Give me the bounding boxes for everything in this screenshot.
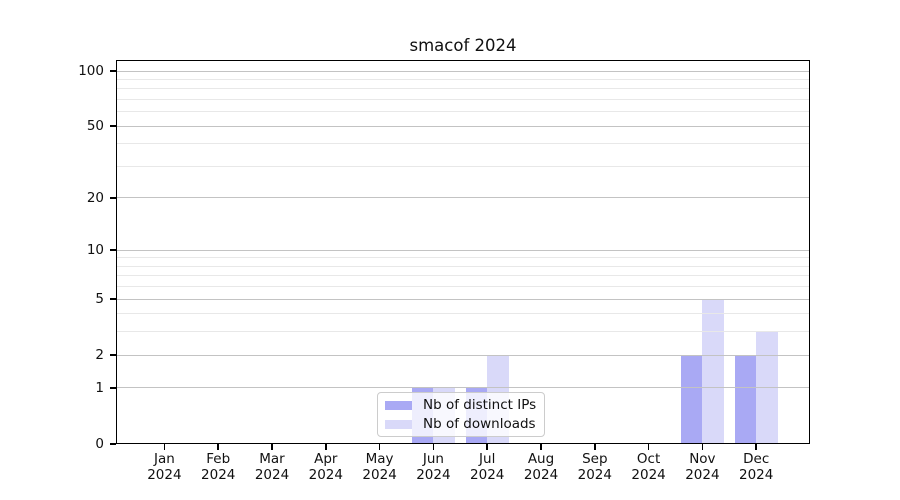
y-tick-label: 0	[95, 436, 104, 452]
y-tick-label: 20	[86, 189, 104, 206]
legend-label-distinct-ips: Nb of distinct IPs	[423, 397, 537, 413]
x-tick-mark	[594, 444, 596, 450]
gridline-minor	[116, 313, 810, 315]
gridline-major	[116, 298, 810, 300]
gridline-minor	[116, 286, 810, 288]
gridline-minor	[116, 78, 810, 80]
x-tick-label: Oct 2024	[631, 451, 666, 483]
x-tick-label: Apr 2024	[308, 451, 343, 483]
y-tick-mark	[110, 249, 116, 251]
y-tick-label: 10	[86, 242, 104, 259]
gridline-major	[116, 354, 810, 356]
x-tick-label: Aug 2024	[523, 451, 559, 483]
y-tick-label: 50	[86, 118, 104, 135]
y-tick-mark	[110, 443, 116, 445]
bar-downloads	[702, 299, 724, 444]
gridline-major	[116, 125, 810, 127]
gridline-minor	[116, 98, 810, 100]
x-tick-mark	[378, 444, 381, 450]
y-tick-label: 100	[78, 63, 104, 79]
x-tick-mark	[701, 444, 704, 450]
x-tick-mark	[432, 444, 435, 450]
y-tick-mark	[110, 70, 116, 72]
gridline-minor	[116, 275, 810, 277]
x-tick-label: Jan 2024	[147, 451, 182, 483]
gridline-minor	[116, 257, 810, 259]
y-tick-mark	[110, 197, 116, 199]
x-tick-mark	[755, 444, 757, 450]
legend-row-downloads: Nb of downloads	[385, 415, 537, 433]
gridline-major	[116, 197, 810, 199]
gridline-major	[116, 70, 810, 72]
gridline-minor	[116, 143, 810, 145]
legend: Nb of distinct IPs Nb of downloads	[377, 392, 545, 437]
legend-swatch-downloads	[385, 419, 412, 429]
x-tick-label: Nov 2024	[685, 451, 720, 483]
y-tick-mark	[110, 354, 116, 356]
x-tick-label: Jun 2024	[416, 451, 451, 483]
x-tick-label: Mar 2024	[254, 451, 290, 483]
x-tick-label: Jul 2024	[470, 451, 505, 483]
gridline-minor	[116, 88, 810, 90]
gridline-major	[116, 249, 810, 251]
gridline-minor	[116, 265, 810, 267]
x-tick-mark	[540, 444, 542, 450]
gridline-minor	[116, 165, 810, 167]
y-tick-mark	[110, 125, 116, 128]
x-tick-mark	[647, 444, 650, 450]
bar-distinct-ips	[734, 355, 757, 444]
y-tick-label: 1	[95, 379, 104, 396]
x-tick-mark	[271, 444, 273, 450]
gridline-major	[116, 387, 810, 389]
gridline-minor	[116, 331, 810, 333]
y-tick-label: 5	[95, 291, 104, 308]
x-tick-mark	[217, 444, 219, 450]
x-tick-mark	[163, 444, 166, 450]
x-tick-label: May 2024	[362, 451, 397, 483]
x-tick-mark	[486, 444, 488, 450]
gridline-minor	[116, 111, 810, 113]
x-tick-label: Sep 2024	[577, 451, 612, 483]
x-tick-mark	[325, 444, 327, 450]
x-tick-label: Feb 2024	[201, 451, 236, 483]
bar-distinct-ips	[680, 355, 703, 444]
legend-swatch-distinct-ips	[385, 400, 412, 410]
y-tick-mark	[110, 387, 116, 389]
y-tick-mark	[110, 298, 116, 300]
y-tick-label: 2	[95, 347, 104, 364]
legend-label-downloads: Nb of downloads	[423, 416, 536, 432]
x-tick-label: Dec 2024	[739, 451, 774, 483]
legend-row-distinct-ips: Nb of distinct IPs	[385, 396, 537, 414]
chart-title: smacof 2024	[409, 36, 517, 55]
